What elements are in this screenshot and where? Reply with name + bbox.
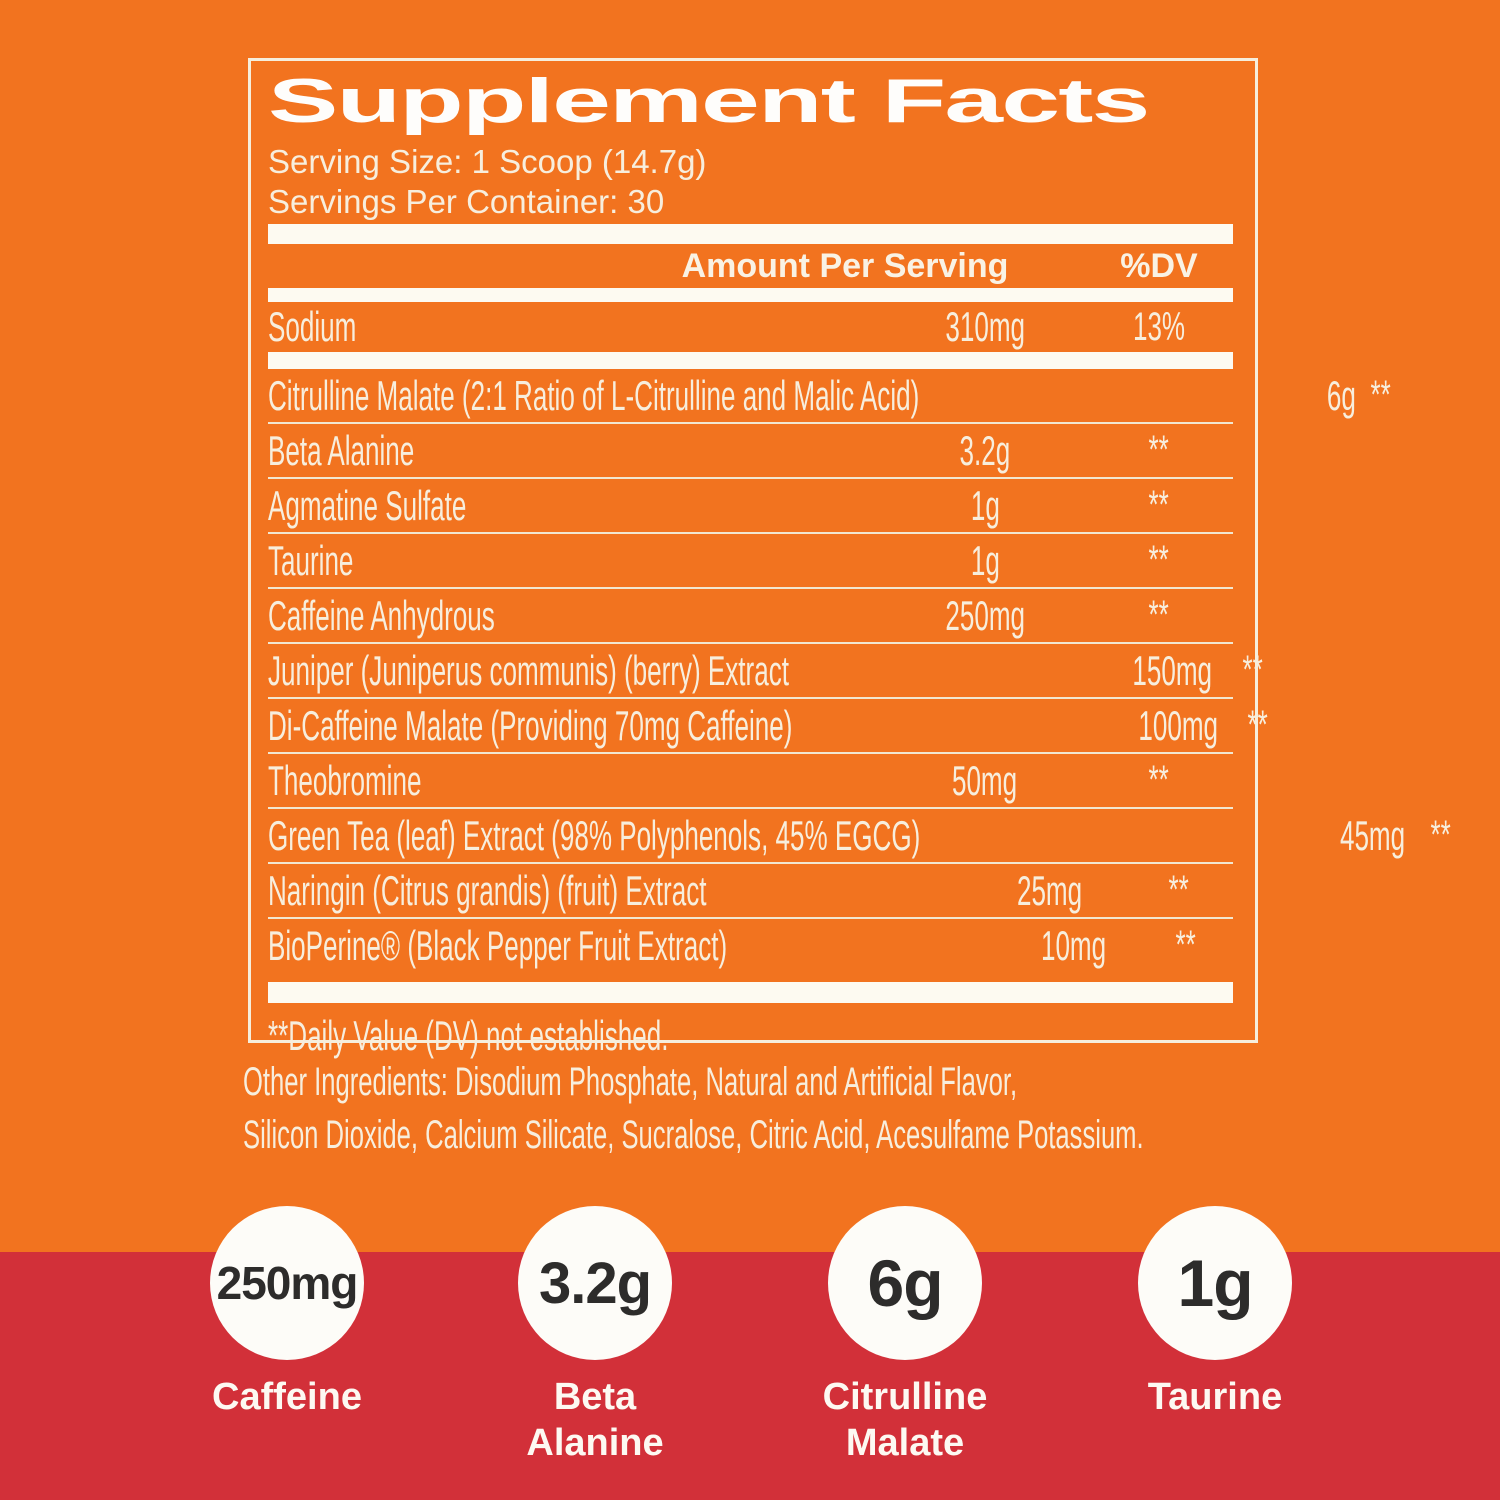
divider-bar-under-header	[268, 288, 1233, 302]
ingredient-name: Taurine	[268, 536, 354, 584]
highlight-label-citrulline-malate: Citrulline Malate	[775, 1374, 1035, 1466]
table-row: Naringin (Citrus grandis) (fruit) Extrac…	[268, 862, 1233, 917]
highlight-label-line: Alanine	[526, 1422, 664, 1464]
ingredient-amount: 150mg	[1132, 646, 1213, 694]
ingredient-rows: Citrulline Malate (2:1 Ratio of L-Citrul…	[268, 369, 1451, 972]
ingredient-dv: **	[1148, 593, 1170, 637]
other-ingredients-line1: Other Ingredients: Disodium Phosphate, N…	[243, 1060, 1018, 1104]
table-row: Citrulline Malate (2:1 Ratio of L-Citrul…	[268, 369, 1391, 422]
ingredient-dv: 13%	[1132, 304, 1186, 349]
ingredient-amount: 25mg	[1016, 866, 1082, 914]
highlight-circle-caffeine: 250mg	[210, 1206, 364, 1360]
ingredient-name: Citrulline Malate (2:1 Ratio of L-Citrul…	[268, 371, 920, 419]
table-header-row: Amount Per Serving %DV	[268, 244, 1233, 288]
table-row-sodium: Sodium 310mg 13%	[268, 302, 1233, 352]
highlight-value: 250mg	[216, 1257, 359, 1309]
table-row: Agmatine Sulfate 1g **	[268, 477, 1233, 532]
highlight-value: 1g	[1177, 1246, 1253, 1320]
ingredient-name: Caffeine Anhydrous	[268, 591, 495, 639]
ingredient-amount: 50mg	[952, 756, 1018, 804]
highlight-label-line: Caffeine	[212, 1376, 362, 1418]
ingredient-amount: 100mg	[1138, 701, 1218, 749]
divider-bar-thick-bottom	[268, 982, 1233, 1003]
ingredient-name: Agmatine Sulfate	[268, 481, 467, 529]
ingredient-amount: 1g	[970, 536, 1000, 584]
ingredient-dv: **	[1168, 868, 1189, 912]
ingredient-amount: 45mg	[1339, 811, 1406, 859]
ingredient-name: Theobromine	[268, 756, 422, 804]
ingredient-name: Naringin (Citrus grandis) (fruit) Extrac…	[268, 866, 707, 914]
highlight-label-line: Citrulline	[822, 1376, 988, 1418]
ingredient-dv: **	[1430, 813, 1451, 857]
table-row: Theobromine 50mg **	[268, 752, 1233, 807]
highlight-value: 3.2g	[538, 1250, 652, 1316]
ingredient-dv: **	[1148, 428, 1170, 472]
ingredient-dv: **	[1242, 648, 1263, 692]
ingredient-name: BioPerine® (Black Pepper Fruit Extract)	[268, 921, 728, 969]
highlight-label-beta-alanine: Beta Alanine	[465, 1374, 725, 1466]
ingredient-amount: 10mg	[1040, 921, 1106, 969]
table-row: Caffeine Anhydrous 250mg **	[268, 587, 1233, 642]
highlight-circle-taurine: 1g	[1138, 1206, 1292, 1360]
other-ingredients: Other Ingredients: Disodium Phosphate, N…	[243, 1056, 1144, 1162]
table-row: Taurine 1g **	[268, 532, 1233, 587]
ingredient-dv: **	[1148, 538, 1170, 582]
ingredient-dv: **	[1148, 758, 1170, 802]
ingredient-name: Green Tea (leaf) Extract (98% Polyphenol…	[268, 811, 921, 859]
ingredient-name: Juniper (Juniperus communis) (berry) Ext…	[268, 646, 789, 694]
highlight-value: 6g	[867, 1246, 943, 1320]
header-amount-per-serving: Amount Per Serving	[681, 246, 1009, 285]
ingredient-amount: 6g	[1327, 371, 1357, 419]
table-row: Di-Caffeine Malate (Providing 70mg Caffe…	[268, 697, 1268, 752]
table-row: Beta Alanine 3.2g **	[268, 422, 1233, 477]
ingredient-dv: **	[1148, 483, 1170, 527]
highlight-circle-beta-alanine: 3.2g	[518, 1206, 672, 1360]
ingredient-amount: 250mg	[945, 591, 1025, 639]
ingredient-amount: 310mg	[945, 303, 1025, 350]
highlight-circle-citrulline-malate: 6g	[828, 1206, 982, 1360]
ingredient-amount: 1g	[970, 481, 1000, 529]
dv-footnote: **Daily Value (DV) not established.	[268, 1012, 669, 1059]
ingredient-dv: **	[1175, 923, 1196, 967]
highlight-label-line: Beta	[553, 1376, 637, 1418]
highlight-label-caffeine: Caffeine	[157, 1374, 417, 1420]
ingredient-dv: **	[1247, 703, 1268, 747]
ingredient-name: Sodium	[268, 303, 357, 350]
divider-bar-thick-top	[268, 224, 1233, 244]
highlight-label-line: Malate	[845, 1422, 965, 1464]
ingredient-name: Beta Alanine	[268, 426, 415, 474]
table-row: Green Tea (leaf) Extract (98% Polyphenol…	[268, 807, 1451, 862]
table-row: Juniper (Juniperus communis) (berry) Ext…	[268, 642, 1262, 697]
divider-bar-under-sodium	[268, 352, 1233, 369]
ingredient-name: Di-Caffeine Malate (Providing 70mg Caffe…	[268, 701, 793, 749]
ingredient-amount: 3.2g	[959, 426, 1011, 474]
supplement-facts-panel: Supplement Facts Serving Size: 1 Scoop (…	[248, 58, 1451, 1059]
panel-title: Supplement Facts	[268, 67, 1150, 136]
other-ingredients-line2: Silicon Dioxide, Calcium Silicate, Sucra…	[243, 1113, 1144, 1157]
highlight-label-taurine: Taurine	[1085, 1374, 1345, 1420]
highlight-label-line: Taurine	[1147, 1376, 1283, 1418]
table-row: BioPerine® (Black Pepper Fruit Extract) …	[268, 917, 1233, 972]
header-percent-dv: %DV	[1120, 246, 1198, 285]
serving-size: Serving Size: 1 Scoop (14.7g)	[268, 143, 707, 180]
ingredient-dv: **	[1370, 373, 1391, 417]
servings-per-container: Servings Per Container: 30	[268, 183, 665, 220]
